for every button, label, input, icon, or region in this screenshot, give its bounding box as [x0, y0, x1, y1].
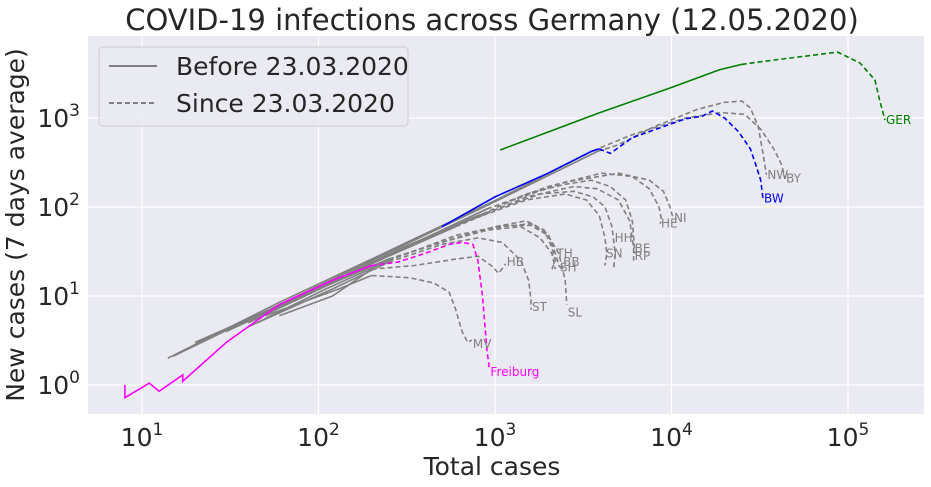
annotation-sl: SL	[568, 306, 583, 320]
y-axis-label: New cases (7 days average)	[1, 48, 30, 402]
series-by-since	[592, 111, 786, 179]
x-tick-label: 101	[121, 420, 164, 452]
series-rp-since	[455, 185, 635, 261]
legend-box	[98, 46, 409, 127]
annotation-bb: BB	[563, 255, 579, 269]
series-ger-since	[741, 51, 886, 121]
annotation-rp: RP	[635, 249, 651, 263]
legend: Before 23.03.2020 Since 23.03.2020	[98, 46, 409, 127]
series-sh-since	[388, 225, 557, 270]
series-sh-before	[247, 258, 390, 324]
y-tick-label: 102	[37, 190, 80, 222]
annotation-bw: BW	[764, 191, 784, 205]
annotation-freiburg: Freiburg	[490, 365, 539, 379]
legend-label-before: Before 23.03.2020	[176, 52, 409, 81]
x-tick-label: 104	[650, 420, 693, 452]
series-st-since	[388, 237, 532, 310]
series-be-since	[467, 179, 636, 254]
series-bw-since	[598, 110, 764, 199]
series-mv-before	[265, 274, 372, 317]
series-hh-since	[477, 190, 617, 270]
y-tick-label: 103	[37, 101, 80, 133]
series-bw-before	[441, 148, 600, 228]
series-sn-since	[467, 193, 608, 266]
x-axis-label: Total cases	[423, 452, 561, 481]
series-hb-before	[279, 268, 373, 317]
annotation-ger: GER	[886, 113, 911, 127]
x-tick-label: 103	[474, 420, 517, 452]
annotation-mv: MV	[473, 337, 492, 351]
series-freiburg-since	[371, 241, 491, 370]
annotation-he: HE	[661, 217, 678, 231]
annotation-st: ST	[532, 300, 548, 314]
x-tick-label: 105	[827, 420, 870, 452]
series-st-before	[256, 261, 390, 324]
annotation-th: TH	[555, 247, 572, 261]
series-lines	[124, 51, 886, 400]
x-tick-label: 102	[297, 420, 340, 452]
legend-label-since: Since 23.03.2020	[176, 89, 395, 118]
annotation-sn: SN	[606, 247, 623, 261]
annotation-nw: NW	[767, 168, 788, 182]
series-mv-since	[371, 274, 473, 344]
y-tick-label: 101	[37, 279, 80, 311]
annotation-ni: NI	[674, 211, 687, 225]
series-freiburg-before	[124, 264, 372, 400]
series-hb-since	[371, 255, 507, 275]
series-ni-since	[486, 172, 674, 219]
annotation-be: BE	[635, 242, 651, 256]
series-sl-before	[247, 259, 390, 328]
chart-title: COVID-19 infections across Germany (12.0…	[125, 3, 859, 37]
series-bb-since	[388, 222, 563, 270]
series-th-since	[388, 219, 557, 270]
y-tick-labels: 100 101 102 103	[37, 101, 80, 400]
annotation-by: BY	[786, 171, 802, 185]
series-ger-before	[499, 63, 742, 151]
annotation-sh: SH	[560, 260, 577, 274]
annotation-hb: HB	[507, 255, 524, 269]
x-tick-labels: 101 102 103 104 105	[121, 420, 870, 452]
y-tick-label: 100	[37, 368, 80, 400]
series-sl-since	[388, 224, 568, 305]
annotation-hh: HH	[615, 231, 633, 245]
